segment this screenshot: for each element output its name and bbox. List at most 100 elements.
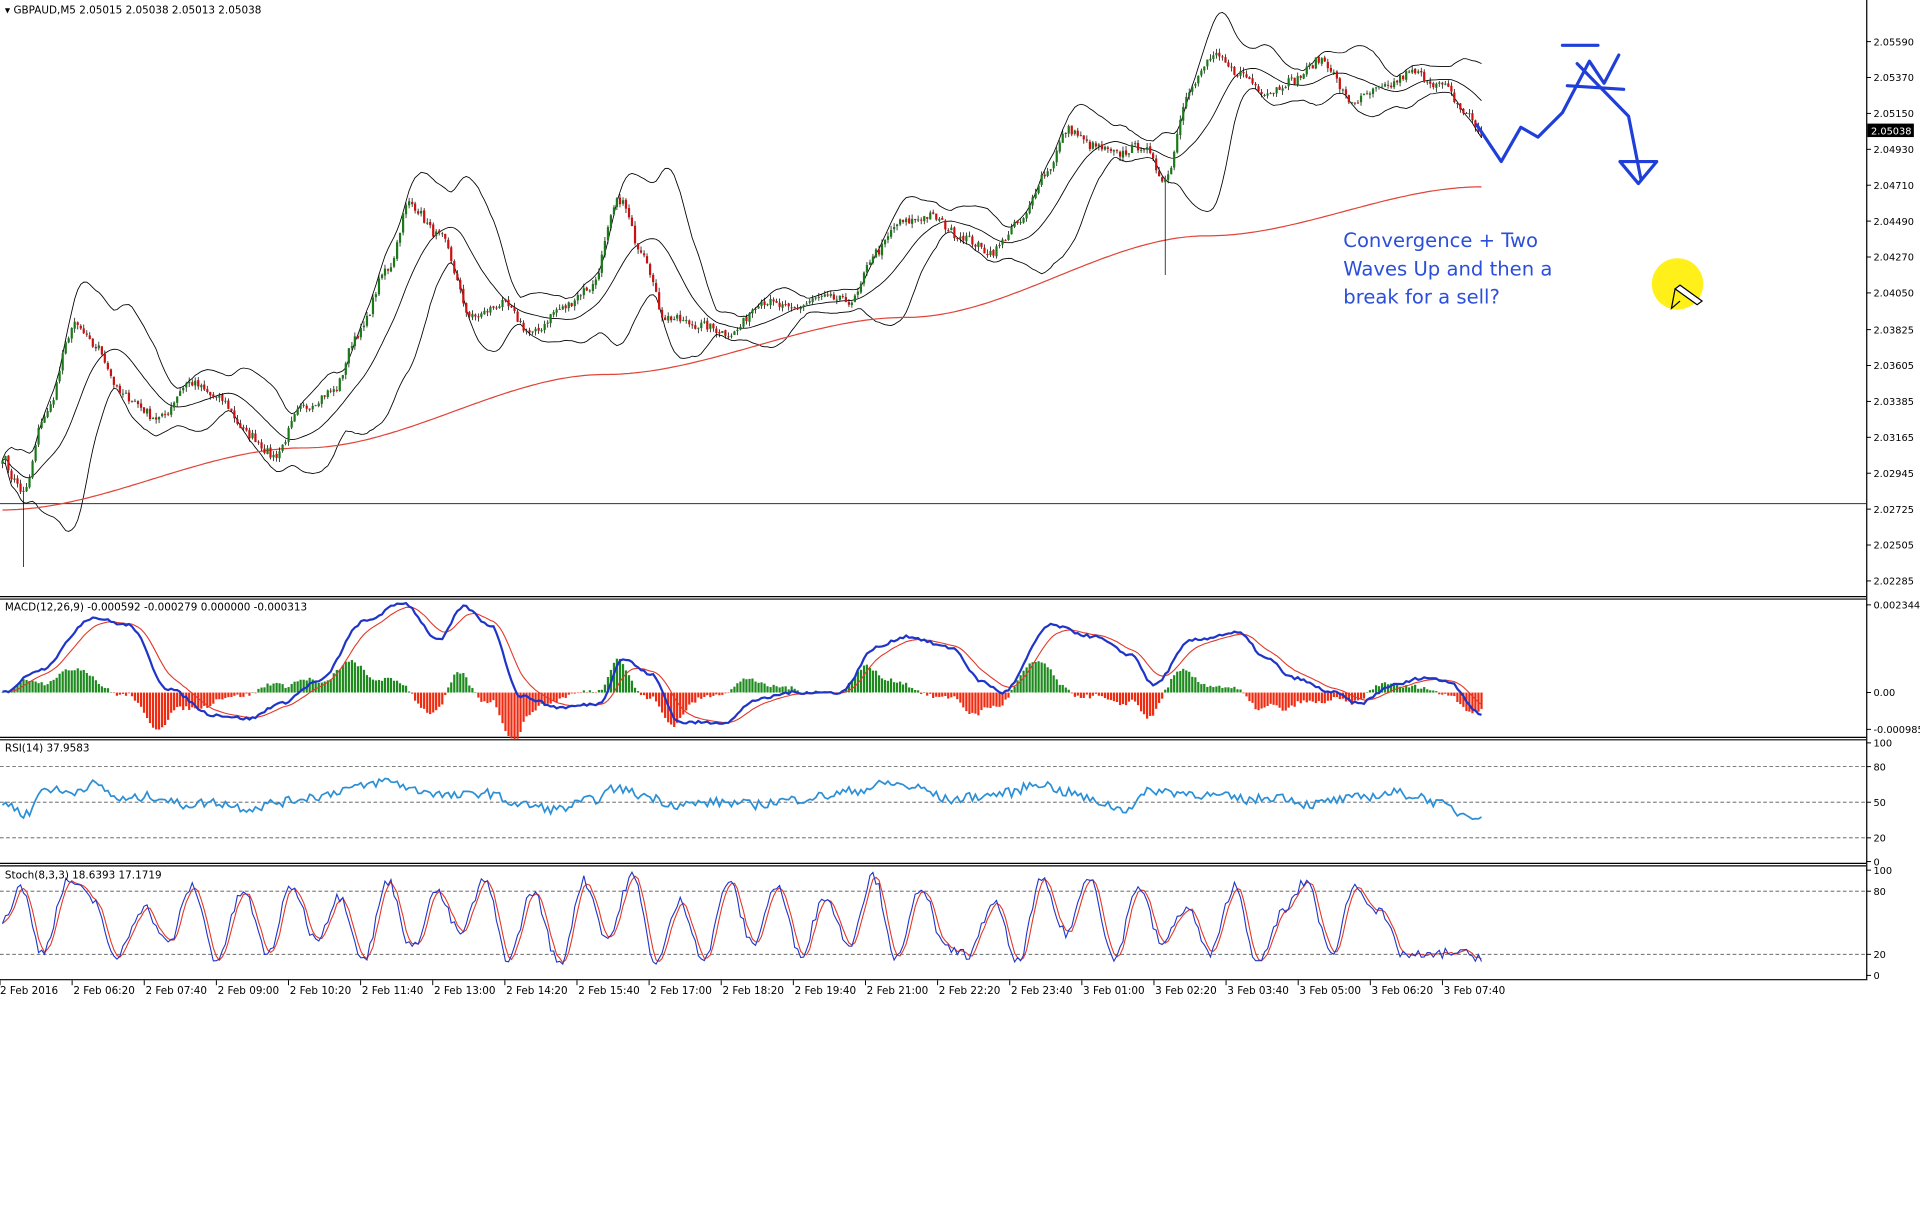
candle-body [429,222,431,225]
candle-body [896,224,898,226]
candle-body [7,456,9,471]
candle-body [779,303,781,307]
bollinger-bands [2,12,1481,531]
projection-drawing [1477,45,1657,183]
macd-histogram-bar [1137,693,1139,706]
macd-histogram-bar [1297,693,1299,702]
candle-body [788,303,790,306]
candle-body [233,410,235,418]
stoch-tick-label: 80 [1873,887,1885,898]
macd-histogram-bar [227,693,229,698]
macd-histogram-bar [59,674,61,693]
macd-histogram-bar [1426,689,1428,692]
candle-body [507,300,509,306]
macd-histogram-bar [1022,671,1024,693]
candle-body [1309,64,1311,66]
macd-histogram-bar [1248,693,1250,702]
macd-histogram-bar [236,693,238,695]
stoch-main-line [2,872,1481,964]
macd-histogram-bar [56,678,58,693]
macd-histogram-bar [31,681,33,693]
macd-histogram-bar [631,681,633,693]
macd-pane [1,603,1482,739]
macd-histogram-bar [1089,693,1091,699]
macd-histogram-bar [288,687,290,693]
macd-histogram-bar [962,693,964,708]
candle-body [580,295,582,296]
candle-body [622,200,624,204]
macd-histogram-bar [489,693,491,703]
macd-histogram-bar [950,693,952,698]
macd-histogram-bar [1318,693,1320,701]
macd-histogram-bar [1282,693,1284,711]
time-tick-label: 2 Feb 06:20 [73,985,135,997]
candle-body [393,258,395,267]
candle-body [480,313,482,316]
price-chart[interactable]: 2.055902.053702.051502.049302.047102.044… [0,0,1920,1006]
candle-body [905,219,907,222]
candle-body [1152,153,1154,158]
time-tick-label: 2 Feb 14:20 [506,985,568,997]
macd-histogram-bar [1474,693,1476,711]
macd-histogram-bar [429,693,431,715]
candle-body [122,394,124,395]
macd-histogram-bar [769,687,771,693]
macd-histogram-bar [47,684,49,692]
candle-body [1411,70,1413,73]
candle-body [577,295,579,300]
time-tick-label: 2 Feb 09:00 [218,985,280,997]
macd-histogram-bar [242,693,244,697]
macd-histogram-bar [260,688,262,693]
macd-histogram-bar [1092,693,1094,696]
candle-body [613,207,615,214]
time-tick-label: 3 Feb 03:40 [1227,985,1289,997]
candle-body [501,300,503,307]
macd-histogram-bar [887,681,889,693]
rsi-tick-label: 50 [1873,798,1885,809]
macd-histogram-bar [369,677,371,692]
macd-histogram-bar [971,693,973,713]
header-arrow-icon[interactable]: ▾ [5,5,10,17]
macd-histogram-bar [995,693,997,707]
candle-body [881,244,883,256]
candle-body [583,288,585,295]
candle-body [923,216,925,221]
macd-histogram-bar [601,690,603,693]
candle-body [830,294,832,296]
macd-histogram-bar [321,683,323,693]
candle-body [595,280,597,286]
candle-body [1014,222,1016,227]
candle-body [348,348,350,363]
macd-histogram-bar [1242,693,1244,694]
candle-body [1339,78,1341,89]
candle-body [1086,139,1088,140]
candle-body [1016,221,1018,223]
candle-body [209,392,211,395]
candle-body [679,315,681,321]
macd-histogram-bar [733,687,735,693]
candle-body [119,386,121,394]
macd-histogram-bar [712,693,714,696]
candle-body [300,405,302,409]
candle-body [676,315,678,319]
candle-body [547,322,549,323]
candle-body [116,385,118,386]
candle-body [4,456,6,460]
macd-histogram-bar [95,680,97,692]
macd-histogram-bar [968,693,970,714]
macd-histogram-bar [68,670,70,692]
candle-body [1393,81,1395,87]
candle-body [815,298,817,299]
candle-body [203,385,205,390]
macd-histogram-bar [173,693,175,711]
candle-body [869,262,871,264]
macd-histogram-bar [62,671,64,692]
macd-histogram-bar [1215,686,1217,692]
macd-histogram-bar [1110,693,1112,700]
macd-histogram-bar [330,679,332,692]
macd-histogram-bar [568,693,570,695]
macd-histogram-bar [357,666,359,692]
macd-histogram-bar [408,691,410,692]
macd-histogram-bar [414,693,416,701]
